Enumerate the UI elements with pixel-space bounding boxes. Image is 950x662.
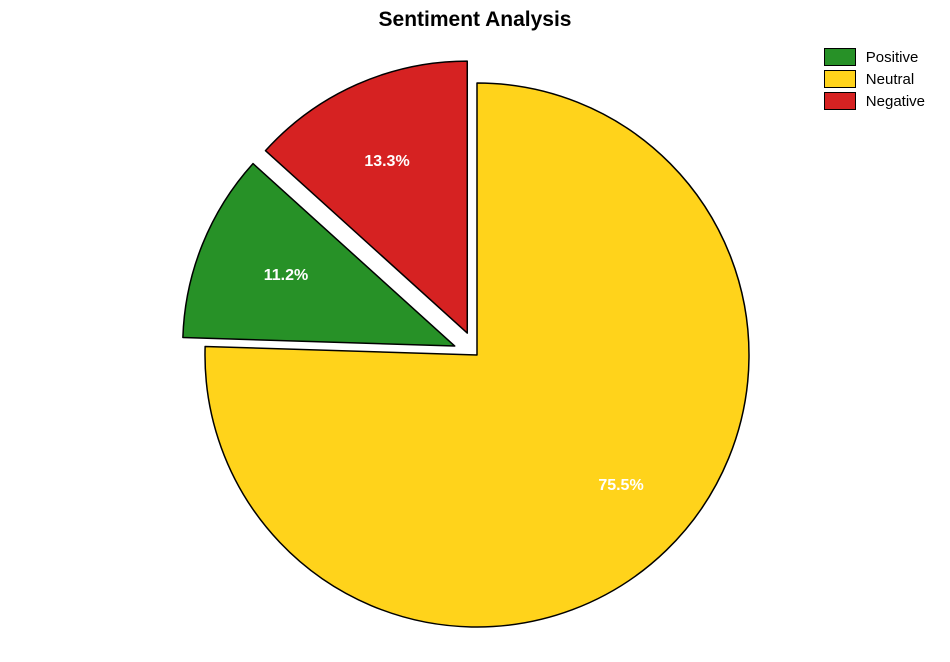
legend-item-positive: Positive <box>824 48 925 66</box>
pie-svg <box>0 0 950 662</box>
sentiment-pie-chart: Sentiment Analysis 75.5%11.2%13.3% Posit… <box>0 0 950 662</box>
legend-label-positive: Positive <box>866 49 919 66</box>
legend-swatch-positive <box>824 48 856 66</box>
legend: Positive Neutral Negative <box>824 48 925 114</box>
slice-label-positive: 11.2% <box>264 267 308 285</box>
legend-item-neutral: Neutral <box>824 70 925 88</box>
legend-label-neutral: Neutral <box>866 71 914 88</box>
legend-label-negative: Negative <box>866 93 925 110</box>
slice-label-neutral: 75.5% <box>598 477 643 495</box>
legend-swatch-neutral <box>824 70 856 88</box>
slice-label-negative: 13.3% <box>364 153 409 171</box>
legend-item-negative: Negative <box>824 92 925 110</box>
legend-swatch-negative <box>824 92 856 110</box>
